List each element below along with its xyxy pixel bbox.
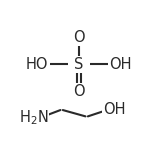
Text: O: O bbox=[73, 29, 85, 44]
Text: S: S bbox=[74, 57, 84, 72]
Text: H$_2$N: H$_2$N bbox=[19, 108, 48, 127]
Text: HO: HO bbox=[26, 57, 48, 72]
Text: O: O bbox=[73, 84, 85, 99]
Text: OH: OH bbox=[103, 102, 126, 117]
Text: OH: OH bbox=[109, 57, 132, 72]
